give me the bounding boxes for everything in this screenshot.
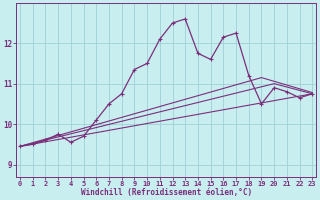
X-axis label: Windchill (Refroidissement éolien,°C): Windchill (Refroidissement éolien,°C) [81,188,252,197]
